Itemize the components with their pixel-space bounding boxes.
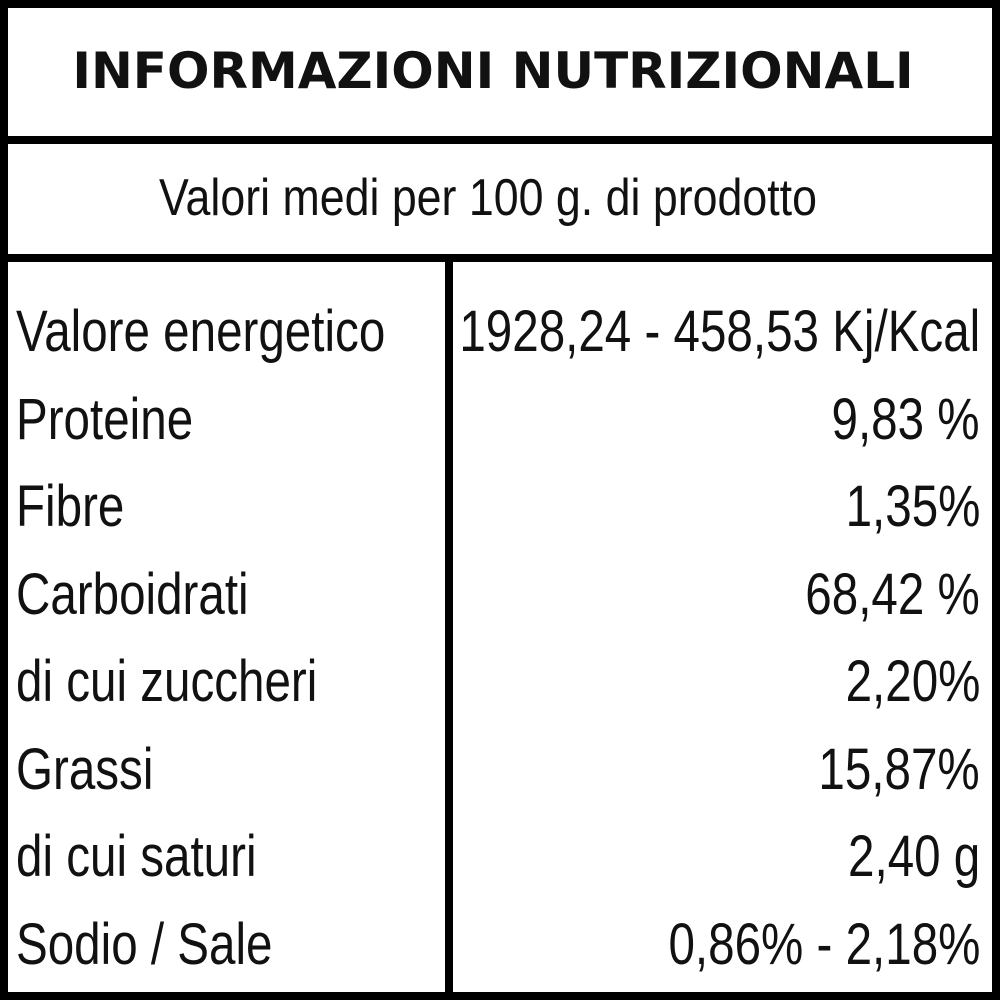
table-row: di cui zuccheri 2,20%: [8, 638, 992, 726]
nutrient-value: 2,20%: [845, 649, 980, 714]
nutrient-name: di cui saturi: [16, 824, 257, 889]
nutrient-name: Grassi: [16, 736, 154, 802]
table-row: Carboidrati 68,42 %: [8, 551, 992, 639]
table-row: Grassi 15,87%: [8, 726, 992, 814]
nutrient-value: 68,42 %: [805, 561, 980, 627]
nutrient-value: 0,86% - 2,18%: [668, 911, 980, 977]
nutrition-table: Valore energetico 1928,24 - 458,53 Kj/Kca…: [8, 288, 992, 988]
nutrient-name: Sodio / Sale: [16, 911, 273, 977]
nutrient-value: 1928,24 - 458,53 Kj/Kcal: [459, 299, 980, 364]
nutrient-value: 15,87%: [818, 736, 980, 802]
nutrient-name: di cui zuccheri: [16, 649, 318, 714]
nutrient-value: 2,40 g: [847, 824, 980, 889]
nutrient-name: Valore energetico: [16, 299, 386, 364]
nutrient-name: Proteine: [16, 386, 194, 452]
table-row: Proteine 9,83 %: [8, 376, 992, 464]
column-divider: [445, 262, 453, 992]
nutrient-value: 9,83 %: [831, 386, 980, 452]
nutrient-value: 1,35%: [845, 474, 980, 539]
nutrient-name: Carboidrati: [16, 561, 249, 627]
title: INFORMAZIONI NUTRIZIONALI: [72, 41, 914, 100]
divider: [8, 136, 992, 144]
table-row: Fibre 1,35%: [8, 463, 992, 551]
table-row: Sodio / Sale 0,86% - 2,18%: [8, 901, 992, 989]
table-row: di cui saturi 2,40 g: [8, 813, 992, 901]
divider: [8, 254, 992, 262]
subtitle: Valori medi per 100 g. di prodotto: [159, 169, 817, 227]
table-row: Valore energetico 1928,24 - 458,53 Kj/Kca…: [8, 288, 992, 376]
nutrient-name: Fibre: [16, 474, 125, 539]
